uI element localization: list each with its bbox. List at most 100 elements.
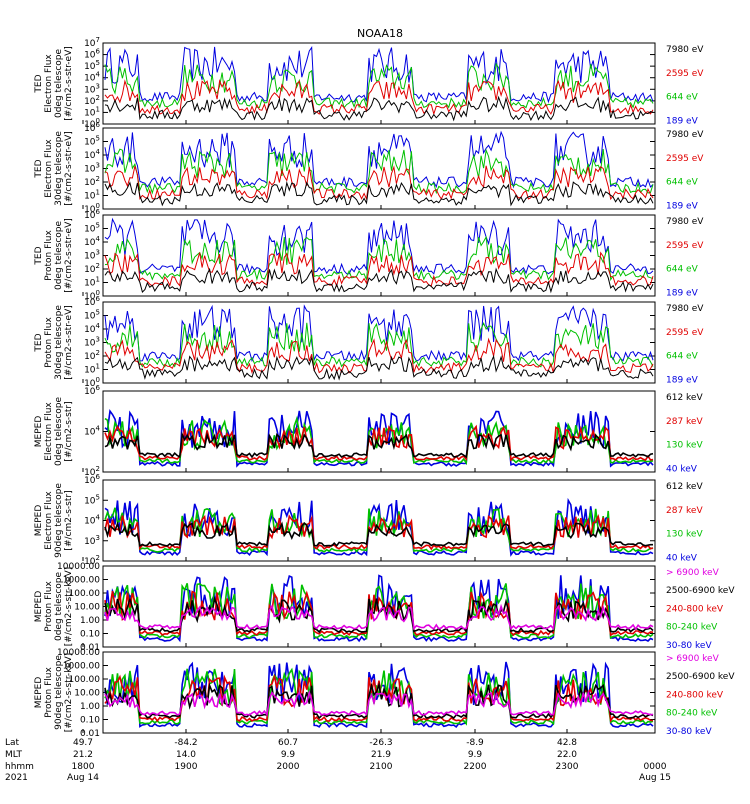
series-trace bbox=[104, 513, 654, 551]
panel-frame bbox=[102, 42, 656, 125]
y-tick-exponent: 6 bbox=[96, 384, 101, 392]
y-axis-label-line: Proton Flux bbox=[44, 230, 54, 281]
y-axis-label-line: Electron Flux bbox=[44, 402, 54, 461]
y-tick-label: 103 bbox=[84, 534, 100, 547]
y-tick-label: 0.01 bbox=[80, 729, 100, 739]
y-tick-label: 1000.00 bbox=[63, 662, 100, 672]
legend-entry: 189 eV bbox=[666, 288, 699, 298]
legend-entry: 2500-6900 keV bbox=[666, 586, 735, 596]
y-axis-label-line: 90deg telescope bbox=[54, 483, 64, 558]
y-axis-label-line: 90deg telescope bbox=[54, 655, 64, 730]
y-tick-label: 1000.00 bbox=[63, 576, 100, 586]
y-tick-label: 104 bbox=[84, 235, 100, 248]
x-tick-label: 1900 bbox=[175, 762, 198, 772]
y-tick-exponent: 3 bbox=[96, 162, 100, 170]
y-tick-label: 105 bbox=[84, 222, 100, 235]
legend-entry: 189 eV bbox=[666, 201, 699, 211]
y-tick-label: 10000.00 bbox=[57, 648, 100, 658]
y-axis-label-line: TED bbox=[34, 333, 44, 352]
y-tick-label: 102 bbox=[84, 175, 100, 188]
x-tick-label: -84.2 bbox=[174, 738, 197, 748]
series-trace bbox=[104, 507, 654, 553]
y-tick-exponent: 2 bbox=[96, 349, 100, 357]
legend-entry: 644 eV bbox=[666, 93, 699, 103]
y-tick-label: 1.00 bbox=[80, 616, 100, 626]
x-row-label: MLT bbox=[5, 750, 23, 760]
y-tick-exponent: 4 bbox=[96, 235, 101, 243]
legend-entry: 2500-6900 keV bbox=[666, 672, 735, 682]
chart-title: NOAA18 bbox=[357, 27, 403, 40]
legend-entry: 644 eV bbox=[666, 265, 699, 275]
y-tick-exponent: 2 bbox=[96, 465, 100, 473]
y-axis-label-line: Electron Flux bbox=[44, 139, 54, 198]
legend-entry: 30-80 keV bbox=[666, 727, 712, 737]
y-tick-exponent: 3 bbox=[96, 249, 100, 257]
series-trace bbox=[104, 595, 654, 634]
legend-entry: 130 keV bbox=[666, 441, 703, 451]
y-tick-label: 0.01 bbox=[80, 643, 100, 653]
x-row-label: 2021 bbox=[5, 773, 28, 783]
y-axis-label-line: Electron Flux bbox=[44, 491, 54, 550]
x-tick-label: -8.9 bbox=[466, 738, 484, 748]
legend-entry: 130 keV bbox=[666, 530, 703, 540]
y-tick-label: 101 bbox=[84, 276, 100, 289]
y-tick-label: 10.00 bbox=[74, 603, 100, 613]
legend-entry: 80-240 keV bbox=[666, 623, 718, 633]
y-tick-exponent: 3 bbox=[96, 82, 100, 90]
series-trace bbox=[104, 79, 654, 116]
legend-entry: 240-800 keV bbox=[666, 690, 724, 700]
y-tick-label: 104 bbox=[84, 322, 100, 335]
y-axis-label-line: 0deg telescope bbox=[54, 572, 64, 642]
x-tick-label: 42.8 bbox=[557, 738, 577, 748]
series-trace bbox=[104, 165, 654, 201]
y-tick-label: 105 bbox=[84, 493, 100, 506]
series-trace bbox=[104, 251, 654, 288]
x-tick-label: 2000 bbox=[277, 762, 300, 772]
y-tick-exponent: 3 bbox=[96, 336, 100, 344]
y-tick-exponent: 2 bbox=[96, 554, 100, 562]
y-axis-label-line: 30deg telescope bbox=[54, 131, 64, 206]
y-axis-label-line: [#/cm2-s-str-eV] bbox=[64, 131, 74, 206]
series-trace bbox=[104, 180, 654, 207]
legend-entry: 40 keV bbox=[666, 553, 698, 563]
y-axis-label-line: 0deg telescope bbox=[54, 221, 64, 291]
y-axis-label: MEPEDProton Flux0deg telescope[#/cm2-s-s… bbox=[34, 567, 74, 646]
series-trace bbox=[104, 304, 654, 363]
legend-entry: 7980 eV bbox=[666, 217, 704, 227]
y-tick-exponent: 1 bbox=[96, 276, 100, 284]
x-tick-label: Aug 15 bbox=[639, 773, 671, 783]
series-trace bbox=[104, 415, 654, 466]
series-trace bbox=[104, 322, 654, 368]
series-trace bbox=[104, 62, 654, 110]
y-axis-label-line: TED bbox=[34, 246, 44, 265]
y-axis-label-line: MEPED bbox=[34, 677, 44, 709]
y-tick-label: 101 bbox=[84, 363, 100, 376]
y-tick-exponent: 5 bbox=[96, 59, 100, 67]
legend-entry: > 6900 keV bbox=[666, 568, 720, 578]
panel-frame bbox=[102, 214, 656, 297]
y-tick-exponent: 4 bbox=[96, 514, 101, 522]
legend-entry: 240-800 keV bbox=[666, 604, 724, 614]
y-axis-label: TEDElectron Flux0deg telescope[#/cm2-s-s… bbox=[34, 46, 74, 121]
x-tick-label: 2100 bbox=[370, 762, 393, 772]
y-tick-label: 1.00 bbox=[80, 702, 100, 712]
y-axis-label: MEPEDProton Flux90deg telescope[#/cm2-s-… bbox=[34, 653, 74, 732]
y-tick-exponent: 6 bbox=[96, 121, 101, 129]
y-tick-label: 104 bbox=[84, 514, 100, 527]
y-axis-label-line: [#/cm2-s-str] bbox=[64, 490, 74, 550]
x-tick-label: Aug 14 bbox=[67, 773, 99, 783]
x-tick-label: 1800 bbox=[72, 762, 95, 772]
y-tick-exponent: 1 bbox=[96, 363, 100, 371]
y-tick-label: 103 bbox=[84, 336, 100, 349]
y-tick-exponent: 3 bbox=[96, 534, 100, 542]
legend-entry: 2595 eV bbox=[666, 154, 704, 164]
series-trace bbox=[104, 235, 654, 282]
legend-entry: 2595 eV bbox=[666, 241, 704, 251]
legend-entry: 189 eV bbox=[666, 375, 699, 385]
series-trace bbox=[104, 148, 654, 195]
series-trace bbox=[104, 497, 654, 557]
y-axis-label-line: [#/cm2-s-str-keV] bbox=[64, 653, 74, 732]
